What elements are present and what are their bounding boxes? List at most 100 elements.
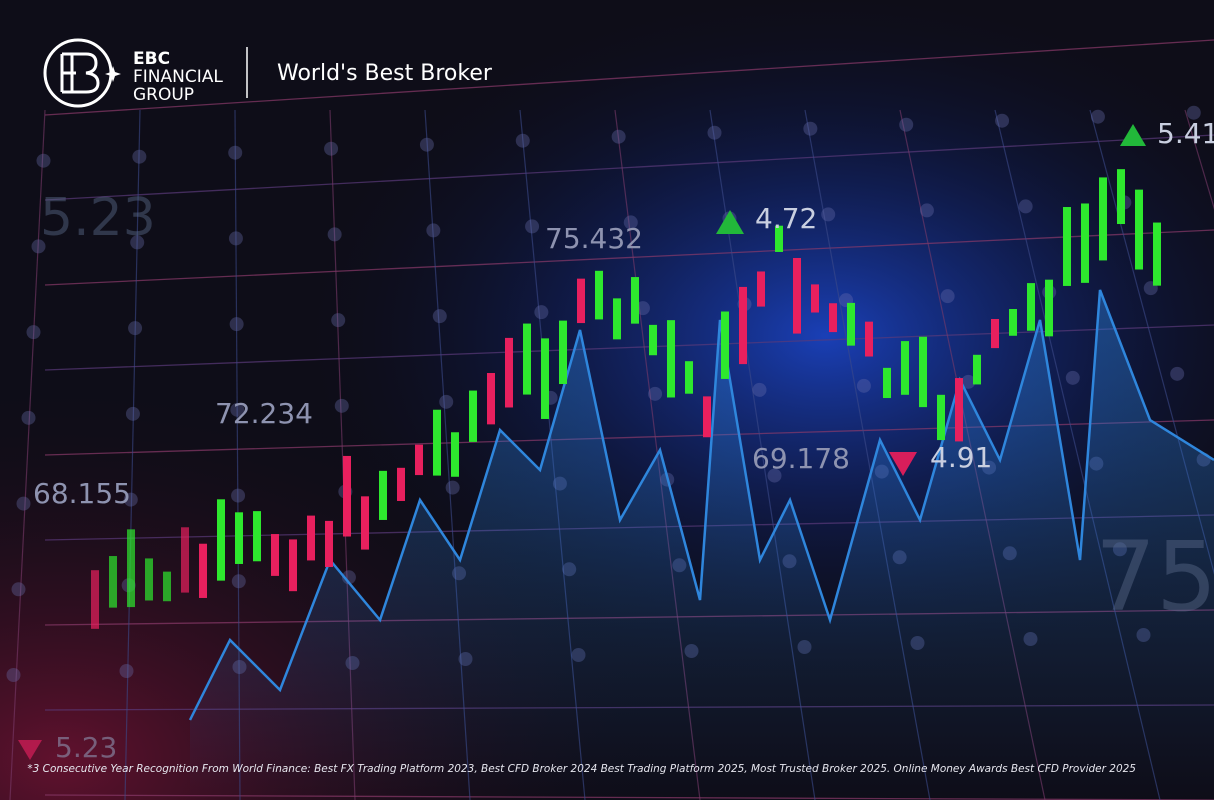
grid-dot — [228, 231, 243, 246]
candle — [307, 515, 315, 561]
candle — [865, 321, 873, 357]
candle — [1099, 177, 1107, 261]
candle — [199, 543, 207, 598]
candle — [325, 520, 333, 567]
grid-dot — [439, 394, 454, 409]
candle — [505, 337, 513, 408]
candle — [523, 323, 531, 395]
candle — [1081, 203, 1089, 283]
grid-dot — [6, 668, 21, 682]
price-label: 4.72 — [755, 202, 817, 235]
price-label: 5.23 — [55, 731, 117, 764]
grid-line — [124, 109, 141, 800]
grid-dot — [130, 235, 145, 250]
candle — [883, 367, 891, 399]
grid-dot — [229, 317, 244, 332]
up-arrow — [716, 210, 744, 234]
faint-label: 5.23 — [40, 188, 156, 248]
candle — [397, 467, 405, 501]
candle — [469, 390, 477, 442]
line — [188, 289, 1214, 721]
down-arrow — [889, 452, 917, 476]
grid-dot — [334, 398, 349, 413]
candle — [775, 225, 783, 252]
grid-dot — [26, 325, 41, 340]
grid-dot — [426, 223, 441, 238]
candle — [955, 378, 963, 442]
grid-dot — [445, 480, 460, 495]
candle — [1045, 279, 1053, 337]
grid-dot — [123, 492, 138, 507]
candle — [739, 286, 747, 365]
grid-line — [9, 109, 46, 800]
candle — [1009, 308, 1017, 336]
candle — [1135, 189, 1143, 270]
grid-dot — [327, 227, 342, 242]
grid-dot — [128, 321, 143, 336]
logo-star — [105, 66, 121, 82]
footnote: *3 Consecutive Year Recognition From Wor… — [27, 763, 1136, 775]
logo-mark — [60, 52, 100, 94]
grid-dot — [1186, 105, 1201, 120]
brand-text: FINANCIAL — [133, 67, 223, 87]
grid-dot — [1090, 109, 1105, 124]
candle — [649, 324, 657, 356]
candle — [343, 455, 351, 537]
candles — [91, 169, 1161, 629]
grid-dot — [36, 153, 51, 168]
candle — [1027, 283, 1035, 331]
up-arrow — [1120, 124, 1146, 146]
grid-dot — [899, 117, 914, 132]
grid-dot — [230, 402, 245, 417]
grid-dot — [1018, 199, 1033, 214]
grid-dot — [132, 149, 147, 164]
faint-label: 75 — [1095, 521, 1214, 633]
grid-dot — [611, 129, 626, 144]
grid-dot — [324, 141, 339, 156]
candle — [1117, 169, 1125, 225]
candle — [613, 298, 621, 340]
candle — [973, 354, 981, 385]
candle — [757, 271, 765, 307]
candle — [217, 499, 225, 581]
candle — [811, 284, 819, 313]
grid-dot — [919, 203, 934, 218]
candle — [1153, 222, 1161, 286]
grid-dot — [821, 207, 836, 222]
candle — [595, 270, 603, 320]
grid-line — [44, 229, 1214, 286]
grid-dot — [648, 386, 663, 401]
candle — [901, 341, 909, 395]
candle — [793, 257, 801, 334]
grid-dot — [11, 582, 26, 597]
candle — [685, 361, 693, 394]
candle — [847, 302, 855, 346]
grid-dot — [767, 468, 782, 483]
candle — [415, 444, 423, 476]
grid-dot — [1170, 366, 1185, 381]
grid-dot — [623, 215, 638, 230]
candle — [145, 558, 153, 601]
candle — [667, 320, 675, 398]
grid-dot — [525, 219, 540, 234]
grid-dot — [635, 301, 650, 316]
candle — [721, 311, 729, 379]
candle — [541, 338, 549, 419]
down-arrow — [18, 740, 42, 760]
grid-line — [44, 324, 1214, 371]
grid-dot — [995, 113, 1010, 128]
grid-dot — [515, 133, 530, 148]
grid-dot — [31, 239, 46, 254]
grid-dot — [856, 378, 871, 393]
candle — [235, 512, 243, 564]
candle — [91, 570, 99, 629]
price-label: 75.432 — [545, 222, 643, 255]
candle — [991, 319, 999, 349]
candle — [433, 409, 441, 476]
grid-dot — [707, 125, 722, 140]
grid-line — [44, 39, 1214, 116]
candle — [361, 496, 369, 550]
price-label: 5.41 — [1157, 117, 1214, 150]
grid-dot — [940, 289, 955, 304]
